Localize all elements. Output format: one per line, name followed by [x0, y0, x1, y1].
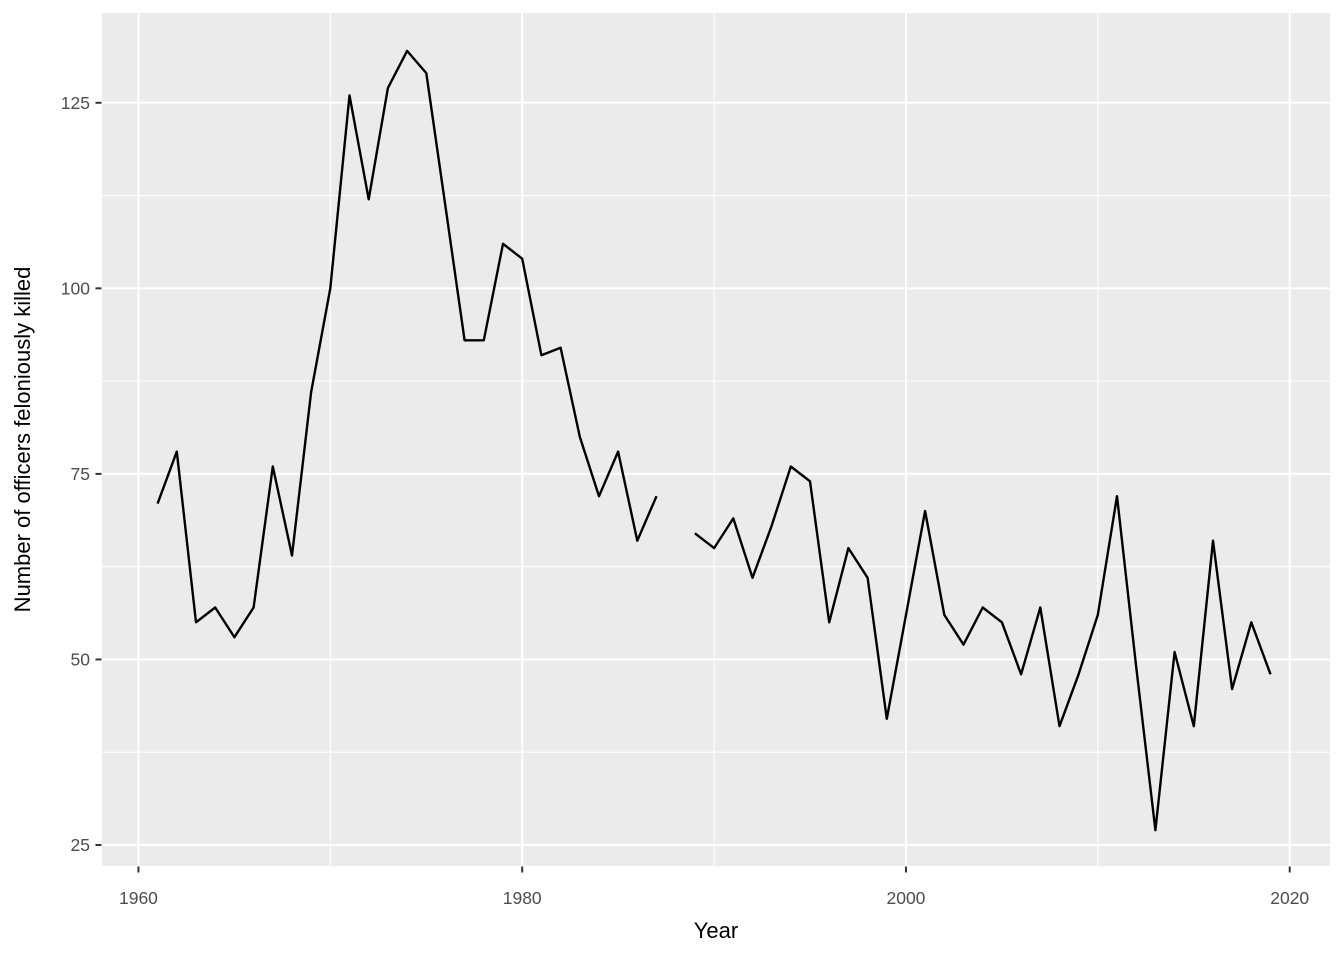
- plot-panel: [102, 13, 1330, 866]
- x-tick-label-2000: 2000: [886, 888, 925, 908]
- y-tick-label-75: 75: [71, 464, 90, 484]
- data-line-officers-feloniously-killed: [156, 49, 658, 639]
- data-line-officers-feloniously-killed: [694, 465, 1272, 832]
- y-tick-label-100: 100: [61, 278, 90, 298]
- y-axis-title: Number of officers feloniously killed: [10, 267, 35, 613]
- x-tick-label-1960: 1960: [119, 888, 158, 908]
- x-tick-label-2020: 2020: [1270, 888, 1309, 908]
- x-axis-title: Year: [694, 918, 738, 943]
- y-tick-label-125: 125: [61, 93, 90, 113]
- y-tick-label-25: 25: [71, 835, 90, 855]
- x-tick-label-1980: 1980: [503, 888, 542, 908]
- y-tick-label-50: 50: [71, 649, 91, 669]
